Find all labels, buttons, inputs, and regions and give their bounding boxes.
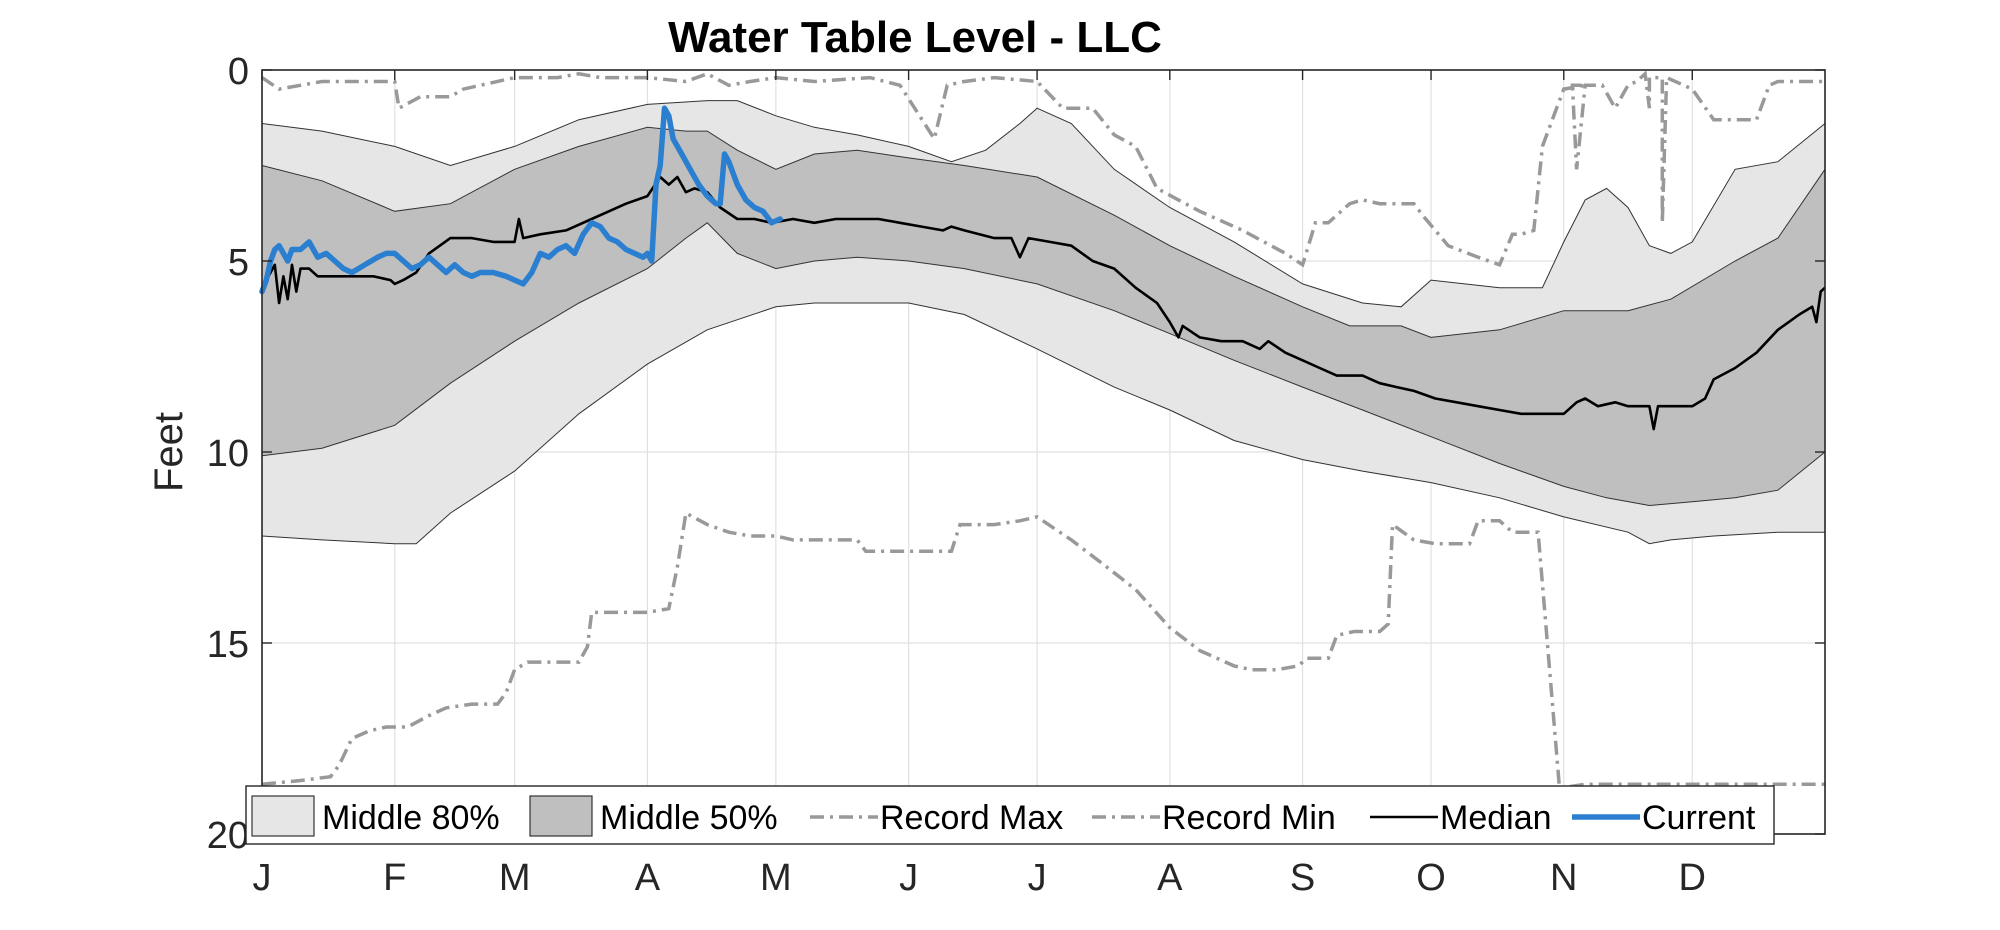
legend-current-label: Current — [1642, 799, 1756, 837]
legend-middle-80-swatch — [251, 795, 315, 837]
middle-80-band-upper-edge — [261, 100, 1826, 308]
x-tick-label: S — [1290, 857, 1315, 899]
legend-median-label: Median — [1440, 799, 1552, 837]
x-tick-label: O — [1416, 857, 1446, 899]
x-tick-label: J — [899, 857, 918, 899]
y-tick-label: 0 — [228, 51, 249, 93]
x-tick-label: M — [499, 857, 531, 899]
x-tick-label: M — [760, 857, 792, 899]
x-tick-label: J — [1028, 857, 1047, 899]
y-tick-label: 10 — [207, 433, 249, 475]
y-tick-label: 5 — [228, 242, 249, 284]
middle-50-band-upper-edge — [261, 126, 1826, 338]
chart-title: Water Table Level - LLC — [668, 13, 1162, 62]
middle-50-band-lower-edge — [261, 222, 1826, 507]
legend-middle-80-label: Middle 80% — [322, 799, 500, 837]
record-min-line — [261, 510, 1825, 791]
y-axis-label: Feet — [147, 412, 191, 492]
x-tick-label: A — [635, 857, 661, 899]
legend-middle-50-label: Middle 50% — [600, 799, 778, 837]
x-tick-label: D — [1679, 857, 1706, 899]
current-line — [259, 105, 783, 295]
x-tick-label: J — [253, 857, 272, 899]
middle-80-band-lower-edge — [261, 302, 1825, 545]
legend-record-max-label: Record Max — [880, 799, 1063, 837]
y-tick-label: 15 — [207, 624, 249, 666]
legend-middle-50-swatch — [529, 795, 593, 837]
legend-box — [245, 785, 1775, 845]
x-tick-label: A — [1157, 857, 1183, 899]
y-tick-label: 20 — [207, 815, 249, 857]
legend-record-min-label: Record Min — [1162, 799, 1336, 837]
x-tick-label: F — [383, 857, 406, 899]
record-max-line — [261, 70, 1825, 268]
x-tick-label: N — [1550, 857, 1577, 899]
